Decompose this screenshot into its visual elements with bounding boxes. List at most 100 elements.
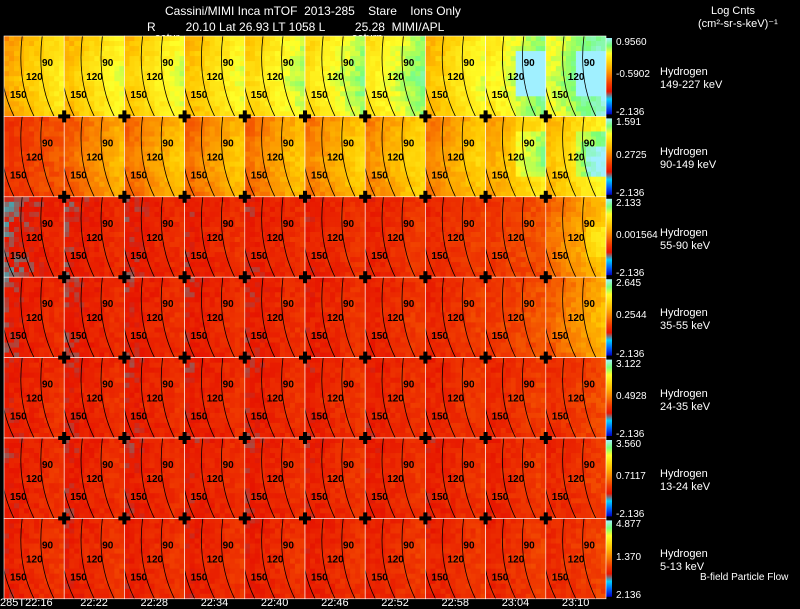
contour-label: 90 xyxy=(403,299,415,310)
time-tick-label: 22:28 xyxy=(140,597,169,609)
image-panel xyxy=(485,518,546,599)
image-panel xyxy=(244,196,306,278)
contour-label: 120 xyxy=(146,554,163,565)
image-panel xyxy=(545,438,606,519)
grid-cross-mark xyxy=(58,512,71,525)
contour-label: 120 xyxy=(86,554,103,565)
contour-label: 120 xyxy=(146,313,163,324)
contour-label: 90 xyxy=(283,460,295,471)
contour-label: 90 xyxy=(223,460,235,471)
contour-label: 150 xyxy=(130,170,147,181)
channel-label: Hydrogen 55-90 keV xyxy=(660,226,711,252)
contour-label: 150 xyxy=(311,170,328,181)
image-panel xyxy=(64,518,125,599)
image-panel xyxy=(425,277,486,358)
contour-label: 150 xyxy=(251,170,268,181)
colorbar-max-label: 2.133 xyxy=(616,197,642,209)
contour-label: 150 xyxy=(70,331,87,342)
image-panel xyxy=(244,277,306,358)
grid-cross-mark xyxy=(299,190,311,203)
contour-label: 150 xyxy=(431,331,448,342)
contour-label: 120 xyxy=(508,152,525,163)
image-panel xyxy=(305,277,366,358)
colorbar-max-label: 3.122 xyxy=(616,358,642,370)
colorbar-max-label: 4.877 xyxy=(616,519,642,531)
contour-label: 120 xyxy=(508,72,525,83)
image-panel xyxy=(64,277,125,358)
image-panel xyxy=(244,116,306,197)
contour-label: 120 xyxy=(26,233,43,244)
contour-label: 120 xyxy=(387,152,404,163)
contour-label: 120 xyxy=(146,394,163,405)
contour-label: 120 xyxy=(86,313,103,324)
footer-note: B-field Particle Flow xyxy=(700,572,789,583)
grid-cross-mark xyxy=(299,512,311,525)
contour-label: 120 xyxy=(568,233,585,244)
contour-label: 90 xyxy=(223,58,235,69)
image-panel xyxy=(64,196,125,278)
contour-label: 150 xyxy=(130,572,147,583)
contour-label: 150 xyxy=(371,90,388,101)
image-panel xyxy=(305,518,366,599)
contour-label: 90 xyxy=(584,299,596,310)
contour-label: 90 xyxy=(283,380,295,391)
image-panel xyxy=(545,518,606,599)
image-panel xyxy=(545,116,606,197)
grid-cross-mark xyxy=(58,190,71,203)
image-panel xyxy=(425,196,486,278)
contour-label: 120 xyxy=(387,313,404,324)
grid-cross-mark xyxy=(479,110,492,123)
contour-label: 120 xyxy=(327,233,344,244)
image-panel xyxy=(4,196,65,278)
contour-label: 150 xyxy=(191,90,208,101)
image-panel xyxy=(244,357,306,439)
contour-label: 150 xyxy=(371,572,388,583)
time-tick-label: 22:46 xyxy=(321,597,349,609)
image-panel xyxy=(4,438,65,519)
grid-cross-mark xyxy=(299,351,311,364)
contour-label: 120 xyxy=(26,152,43,163)
contour-label: 150 xyxy=(371,331,388,342)
contour-label: 120 xyxy=(86,394,103,405)
contour-label: 150 xyxy=(311,492,328,503)
contour-label: 150 xyxy=(130,251,147,262)
grid-cross-mark xyxy=(419,351,432,364)
image-panel xyxy=(124,357,185,439)
contour-label: 120 xyxy=(86,474,103,485)
contour-label: 90 xyxy=(102,540,114,551)
grid-cross-mark xyxy=(359,110,372,123)
contour-label: 120 xyxy=(387,394,404,405)
image-panel xyxy=(485,277,546,358)
contour-label: 120 xyxy=(327,152,344,163)
contour-label: 90 xyxy=(283,219,295,230)
contour-label: 150 xyxy=(311,412,328,423)
contour-label: 120 xyxy=(86,72,103,83)
contour-label: 90 xyxy=(403,460,415,471)
contour-label: 150 xyxy=(492,251,509,262)
contour-label: 90 xyxy=(524,380,536,391)
grid-cross-mark xyxy=(479,432,492,444)
contour-label: 120 xyxy=(207,474,224,485)
units-label-line2: (cm²-sr-s-keV)⁻¹ xyxy=(698,18,778,30)
contour-label: 120 xyxy=(327,72,344,83)
image-panel xyxy=(244,438,306,519)
grid-cross-mark xyxy=(479,351,492,364)
image-panel xyxy=(485,357,546,439)
contour-label: 90 xyxy=(463,219,475,230)
contour-label: 90 xyxy=(584,460,596,471)
contour-label: 150 xyxy=(10,251,27,262)
colorbar-max-label: 0.9560 xyxy=(616,37,647,48)
contour-label: 150 xyxy=(10,170,27,181)
channel-label: Hydrogen 149-227 keV xyxy=(660,66,723,91)
contour-label: 150 xyxy=(552,90,569,101)
contour-label: 150 xyxy=(191,170,208,181)
contour-label: 90 xyxy=(223,540,235,551)
contour-label: 90 xyxy=(42,380,54,391)
contour-label: 90 xyxy=(223,219,235,230)
image-panel xyxy=(4,116,65,197)
colorbar-mid-label: 0.7117 xyxy=(616,471,646,483)
contour-label: 90 xyxy=(463,540,475,551)
contour-label: 120 xyxy=(447,72,464,83)
time-tick-label: 22:40 xyxy=(260,597,289,609)
contour-label: 90 xyxy=(42,299,54,310)
